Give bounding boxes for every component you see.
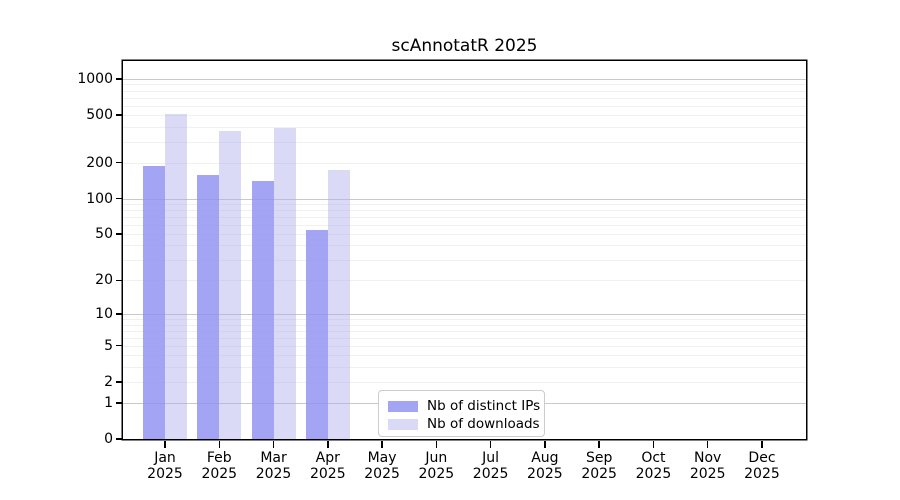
bar-downloads [327, 170, 350, 439]
y-axis-tick-label: 20 [95, 272, 113, 289]
y-axis-tick-label: 1000 [77, 71, 113, 87]
y-axis-tick [116, 279, 123, 282]
gridline-minor [123, 345, 806, 347]
x-axis-tick-label: Apr 2025 [309, 450, 346, 482]
x-axis-tick [544, 440, 546, 448]
x-axis-tick-label: Jun 2025 [418, 450, 455, 482]
x-axis-tick [272, 440, 275, 448]
x-axis-tick-label: Dec 2025 [744, 450, 780, 482]
gridline-minor [123, 115, 806, 117]
gridline-minor [123, 126, 806, 128]
y-axis-tick [116, 381, 123, 383]
gridline-minor [123, 366, 806, 368]
gridline-minor [123, 337, 806, 339]
gridline-major [123, 314, 806, 316]
legend-item-downloads: Nb of downloads [388, 415, 540, 433]
x-axis-tick-label: Aug 2025 [527, 450, 563, 482]
y-axis-tick [116, 438, 123, 440]
legend-label-distinct-ips: Nb of distinct IPs [427, 398, 541, 414]
gridline-minor [123, 355, 806, 357]
x-axis-tick [327, 440, 329, 448]
gridline-major [123, 79, 806, 80]
y-axis-tick-label: 50 [95, 226, 113, 243]
y-axis-tick [116, 402, 123, 404]
y-axis-tick-label: 10 [95, 306, 113, 323]
chart-title: scAnnotatR 2025 [391, 36, 538, 56]
y-axis-tick-label: 5 [104, 337, 113, 354]
legend-swatch-downloads [388, 418, 418, 430]
y-axis-tick [116, 233, 123, 235]
x-axis-tick [598, 440, 600, 448]
legend-item-distinct-ips: Nb of distinct IPs [388, 397, 540, 415]
x-axis-tick [761, 440, 763, 448]
gridline-minor [123, 216, 806, 218]
y-axis-tick [116, 313, 123, 315]
gridline-minor [123, 245, 806, 247]
x-axis-tick-label: Jan 2025 [147, 450, 183, 482]
bar-distinct-ips [143, 166, 165, 439]
x-axis-tick-label: Jul 2025 [472, 450, 509, 482]
x-axis-tick-label: Sep 2025 [581, 450, 617, 482]
y-axis-tick [116, 78, 123, 80]
gridline-minor [123, 203, 806, 205]
gridline-minor [123, 90, 806, 92]
gridline-minor [123, 324, 806, 326]
y-axis-tick [116, 197, 123, 200]
gridline-minor [123, 141, 806, 143]
legend-label-downloads: Nb of downloads [427, 416, 540, 432]
y-axis-tick-label: 500 [86, 107, 113, 124]
gridline-major [123, 198, 806, 200]
y-axis-tick [116, 114, 123, 116]
gridline-minor [123, 97, 806, 99]
x-axis-tick [435, 440, 438, 448]
bar-distinct-ips [305, 230, 328, 439]
x-axis-tick [381, 440, 383, 448]
x-axis-tick-label: Mar 2025 [255, 450, 292, 482]
x-axis-tick-label: Feb 2025 [201, 450, 238, 482]
plot-area [123, 61, 806, 439]
gridline-minor [123, 234, 806, 236]
bar-distinct-ips [251, 181, 274, 439]
y-axis-tick [116, 161, 123, 164]
x-axis-tick-label: Oct 2025 [635, 450, 672, 482]
bar-downloads [219, 130, 242, 439]
x-axis-tick [164, 440, 166, 448]
gridline-minor [123, 330, 806, 332]
legend-swatch-distinct-ips [388, 400, 418, 412]
gridline-minor [123, 260, 806, 262]
gridline-minor [123, 319, 806, 321]
bar-downloads [273, 127, 296, 439]
legend: Nb of distinct IPs Nb of downloads [378, 390, 545, 437]
x-axis-tick [706, 440, 709, 448]
y-axis-tick-label: 0 [104, 431, 113, 447]
x-axis-tick-label: Nov 2025 [689, 450, 726, 482]
gridline-minor [123, 105, 806, 107]
x-axis-tick [218, 440, 221, 448]
gridline-minor [123, 210, 806, 211]
gridline-minor [123, 224, 806, 226]
gridline-minor [123, 280, 806, 282]
y-axis-tick-label: 100 [86, 190, 113, 207]
gridline-minor [123, 162, 806, 164]
bar-distinct-ips [197, 175, 220, 439]
y-axis-tick-label: 1 [104, 394, 113, 411]
gridline-minor [123, 84, 806, 86]
bar-downloads [165, 114, 187, 439]
y-axis-tick [116, 344, 123, 347]
x-axis-tick [652, 440, 655, 448]
x-axis-tick-label: May 2025 [364, 450, 400, 482]
gridline-minor [123, 381, 806, 383]
y-axis-tick-label: 200 [86, 154, 113, 171]
x-axis-tick [489, 440, 492, 448]
y-axis-tick-label: 2 [104, 373, 113, 390]
